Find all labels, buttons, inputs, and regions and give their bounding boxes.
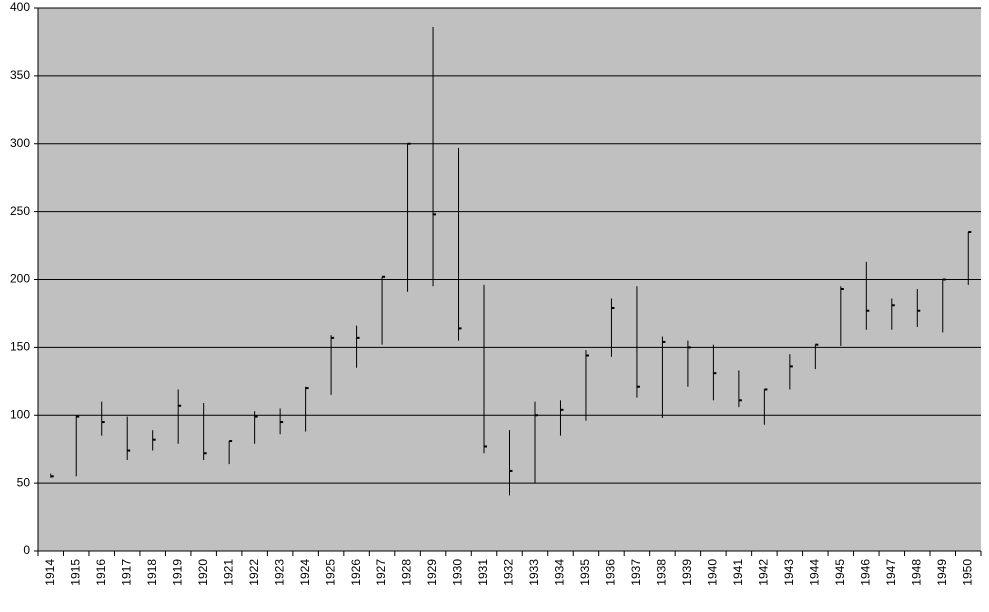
x-tick-label: 1918 xyxy=(145,559,159,586)
x-tick-label: 1928 xyxy=(400,559,414,586)
y-tick-label: 300 xyxy=(10,136,30,150)
x-tick-label: 1925 xyxy=(323,559,337,586)
x-tick-label: 1947 xyxy=(884,559,898,586)
x-tick-label: 1914 xyxy=(43,559,57,586)
x-tick-label: 1949 xyxy=(935,559,949,586)
y-tick-label: 150 xyxy=(10,340,30,354)
x-tick-label: 1927 xyxy=(374,559,388,586)
x-tick-label: 1939 xyxy=(680,559,694,586)
x-tick-label: 1934 xyxy=(553,559,567,586)
x-tick-label: 1922 xyxy=(247,559,261,586)
y-tick-label: 250 xyxy=(10,204,30,218)
x-tick-label: 1930 xyxy=(451,559,465,586)
x-tick-label: 1937 xyxy=(629,559,643,586)
x-tick-label: 1926 xyxy=(349,559,363,586)
x-tick-label: 1938 xyxy=(655,559,669,586)
x-tick-label: 1932 xyxy=(502,559,516,586)
x-tick-label: 1915 xyxy=(68,559,82,586)
x-tick-label: 1945 xyxy=(833,559,847,586)
x-tick-label: 1940 xyxy=(706,559,720,586)
x-tick-label: 1933 xyxy=(527,559,541,586)
y-tick-label: 200 xyxy=(10,272,30,286)
x-tick-label: 1936 xyxy=(604,559,618,586)
x-tick-label: 1924 xyxy=(298,559,312,586)
x-tick-label: 1941 xyxy=(731,559,745,586)
x-tick-label: 1919 xyxy=(170,559,184,586)
x-tick-label: 1923 xyxy=(272,559,286,586)
x-tick-label: 1929 xyxy=(425,559,439,586)
x-tick-label: 1942 xyxy=(757,559,771,586)
x-tick-label: 1948 xyxy=(909,559,923,586)
x-tick-label: 1917 xyxy=(119,559,133,586)
x-tick-label: 1935 xyxy=(578,559,592,586)
x-tick-label: 1950 xyxy=(960,559,974,586)
x-tick-label: 1920 xyxy=(196,559,210,586)
x-tick-label: 1931 xyxy=(476,559,490,586)
y-tick-label: 400 xyxy=(10,0,30,14)
x-tick-label: 1943 xyxy=(782,559,796,586)
x-tick-label: 1946 xyxy=(858,559,872,586)
x-tick-label: 1944 xyxy=(808,559,822,586)
x-tick-label: 1921 xyxy=(221,559,235,586)
y-tick-label: 100 xyxy=(10,407,30,421)
y-tick-label: 50 xyxy=(17,475,31,489)
y-tick-label: 350 xyxy=(10,68,30,82)
y-tick-label: 0 xyxy=(23,543,30,557)
x-tick-label: 1916 xyxy=(94,559,108,586)
